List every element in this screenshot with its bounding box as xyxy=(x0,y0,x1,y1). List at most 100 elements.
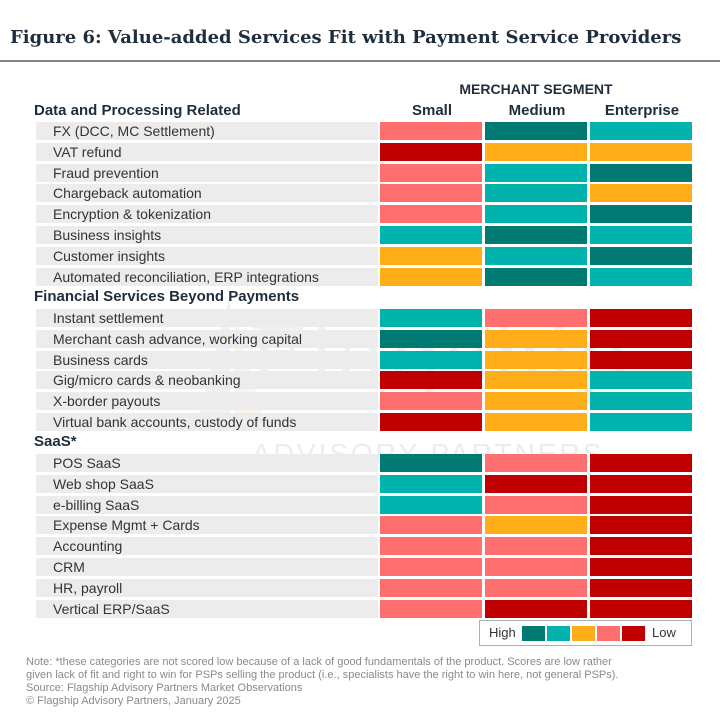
rating-cell-medium xyxy=(485,537,587,556)
section-title: Financial Services Beyond Payments xyxy=(34,288,300,305)
rating-cell-small xyxy=(380,371,482,390)
row-label-background xyxy=(36,413,378,431)
matrix-row: POS SaaS xyxy=(36,454,693,472)
row-label-background xyxy=(36,454,378,472)
column-header-enterprise: Enterprise xyxy=(604,102,680,119)
row-label: Fraud prevention xyxy=(53,164,159,181)
matrix-row: Business cards xyxy=(36,350,693,369)
rating-cell-enterprise xyxy=(590,371,692,390)
legend-swatch-orange xyxy=(572,626,595,641)
rating-cell-enterprise xyxy=(590,516,692,535)
footnote-line-1: Note: *these categories are not scored l… xyxy=(26,656,612,668)
rating-cell-enterprise xyxy=(590,392,692,411)
section-title: Data and Processing Related xyxy=(34,102,241,119)
row-label-background xyxy=(36,599,378,618)
rating-cell-medium xyxy=(485,122,587,140)
row-label-background xyxy=(36,516,378,535)
rating-cell-medium xyxy=(485,516,587,535)
copyright-note: © Flagship Advisory Partners, January 20… xyxy=(26,695,241,707)
matrix-row: Accounting xyxy=(36,537,693,556)
matrix-row: FX (DCC, MC Settlement) xyxy=(36,122,693,140)
rating-cell-enterprise xyxy=(590,495,692,514)
row-label-background xyxy=(36,495,378,514)
rating-cell-enterprise xyxy=(590,309,692,327)
section-title: SaaS* xyxy=(34,433,77,450)
row-label: Accounting xyxy=(53,538,123,555)
row-label-background xyxy=(36,309,378,327)
rating-cell-small xyxy=(380,350,482,369)
rating-cell-enterprise xyxy=(590,142,692,161)
rating-cell-small xyxy=(380,205,482,224)
rating-cell-medium xyxy=(485,142,587,161)
matrix-row: Business insights xyxy=(36,226,693,244)
row-label-background xyxy=(36,205,378,224)
rating-cell-enterprise xyxy=(590,537,692,556)
rating-cell-enterprise xyxy=(590,413,692,431)
row-label-background xyxy=(36,474,378,493)
row-label: Customer insights xyxy=(53,247,166,264)
row-label: Chargeback automation xyxy=(53,185,202,202)
legend-high-label: High xyxy=(489,625,516,640)
row-label: Business cards xyxy=(53,351,148,368)
legend-swatch-salmon xyxy=(597,626,620,641)
matrix-row: Gig/micro cards & neobanking xyxy=(36,371,693,390)
row-label-background xyxy=(36,163,378,182)
row-label-background xyxy=(36,329,378,348)
legend: High Low xyxy=(479,620,692,646)
rating-cell-enterprise xyxy=(590,184,692,203)
matrix-row: Encryption & tokenization xyxy=(36,205,693,224)
rating-cell-enterprise xyxy=(590,454,692,472)
rating-cell-medium xyxy=(485,599,587,618)
rating-cell-medium xyxy=(485,413,587,431)
row-label-background xyxy=(36,537,378,556)
row-label: POS SaaS xyxy=(53,455,121,471)
matrix-row: HR, payroll xyxy=(36,578,693,597)
rating-cell-medium xyxy=(485,350,587,369)
rating-cell-enterprise xyxy=(590,558,692,576)
rating-cell-small xyxy=(380,392,482,411)
source-note: Source: Flagship Advisory Partners Marke… xyxy=(26,682,303,694)
row-label: Encryption & tokenization xyxy=(53,206,211,223)
matrix-row: CRM xyxy=(36,558,693,576)
legend-swatch-red xyxy=(622,626,645,641)
rating-cell-medium xyxy=(485,392,587,411)
rating-cell-medium xyxy=(485,246,587,265)
row-label-background xyxy=(36,122,378,140)
figure-title: Figure 6: Value-added Services Fit with … xyxy=(10,27,682,48)
rating-cell-enterprise xyxy=(590,578,692,597)
rating-cell-medium xyxy=(485,454,587,472)
row-label-background xyxy=(36,246,378,265)
row-label: e-billing SaaS xyxy=(53,496,140,513)
row-label-background xyxy=(36,142,378,161)
title-bar: Figure 6: Value-added Services Fit with … xyxy=(0,0,720,62)
rating-cell-medium xyxy=(485,371,587,390)
matrix-row: e-billing SaaS xyxy=(36,495,693,514)
rating-cell-enterprise xyxy=(590,226,692,244)
rating-cell-enterprise xyxy=(590,205,692,224)
row-label: HR, payroll xyxy=(53,579,123,596)
row-label: FX (DCC, MC Settlement) xyxy=(53,123,215,139)
matrix-row: Web shop SaaS xyxy=(36,474,693,493)
row-label-background xyxy=(36,184,378,203)
row-label: Virtual bank accounts, custody of funds xyxy=(53,414,297,430)
matrix-row: Automated reconciliation, ERP integratio… xyxy=(36,267,693,286)
matrix-row: VAT refund xyxy=(36,142,693,161)
rating-cell-small xyxy=(380,578,482,597)
legend-swatch-teal xyxy=(547,626,570,641)
row-label-background xyxy=(36,371,378,390)
footnote-line-2: given lack of fit and right to win for P… xyxy=(26,669,619,681)
rating-cell-small xyxy=(380,226,482,244)
row-label-background xyxy=(36,350,378,369)
matrix-row: Vertical ERP/SaaS xyxy=(36,599,693,618)
row-label: Business insights xyxy=(53,227,162,243)
row-label: CRM xyxy=(53,559,85,575)
rating-cell-small xyxy=(380,142,482,161)
row-label-background xyxy=(36,267,378,286)
row-label-background xyxy=(36,226,378,244)
rating-cell-small xyxy=(380,495,482,514)
column-header-medium: Medium xyxy=(508,102,566,119)
row-label-background xyxy=(36,578,378,597)
rating-cell-small xyxy=(380,122,482,140)
row-label: Gig/micro cards & neobanking xyxy=(53,372,241,389)
matrix-row: Fraud prevention xyxy=(36,163,693,182)
